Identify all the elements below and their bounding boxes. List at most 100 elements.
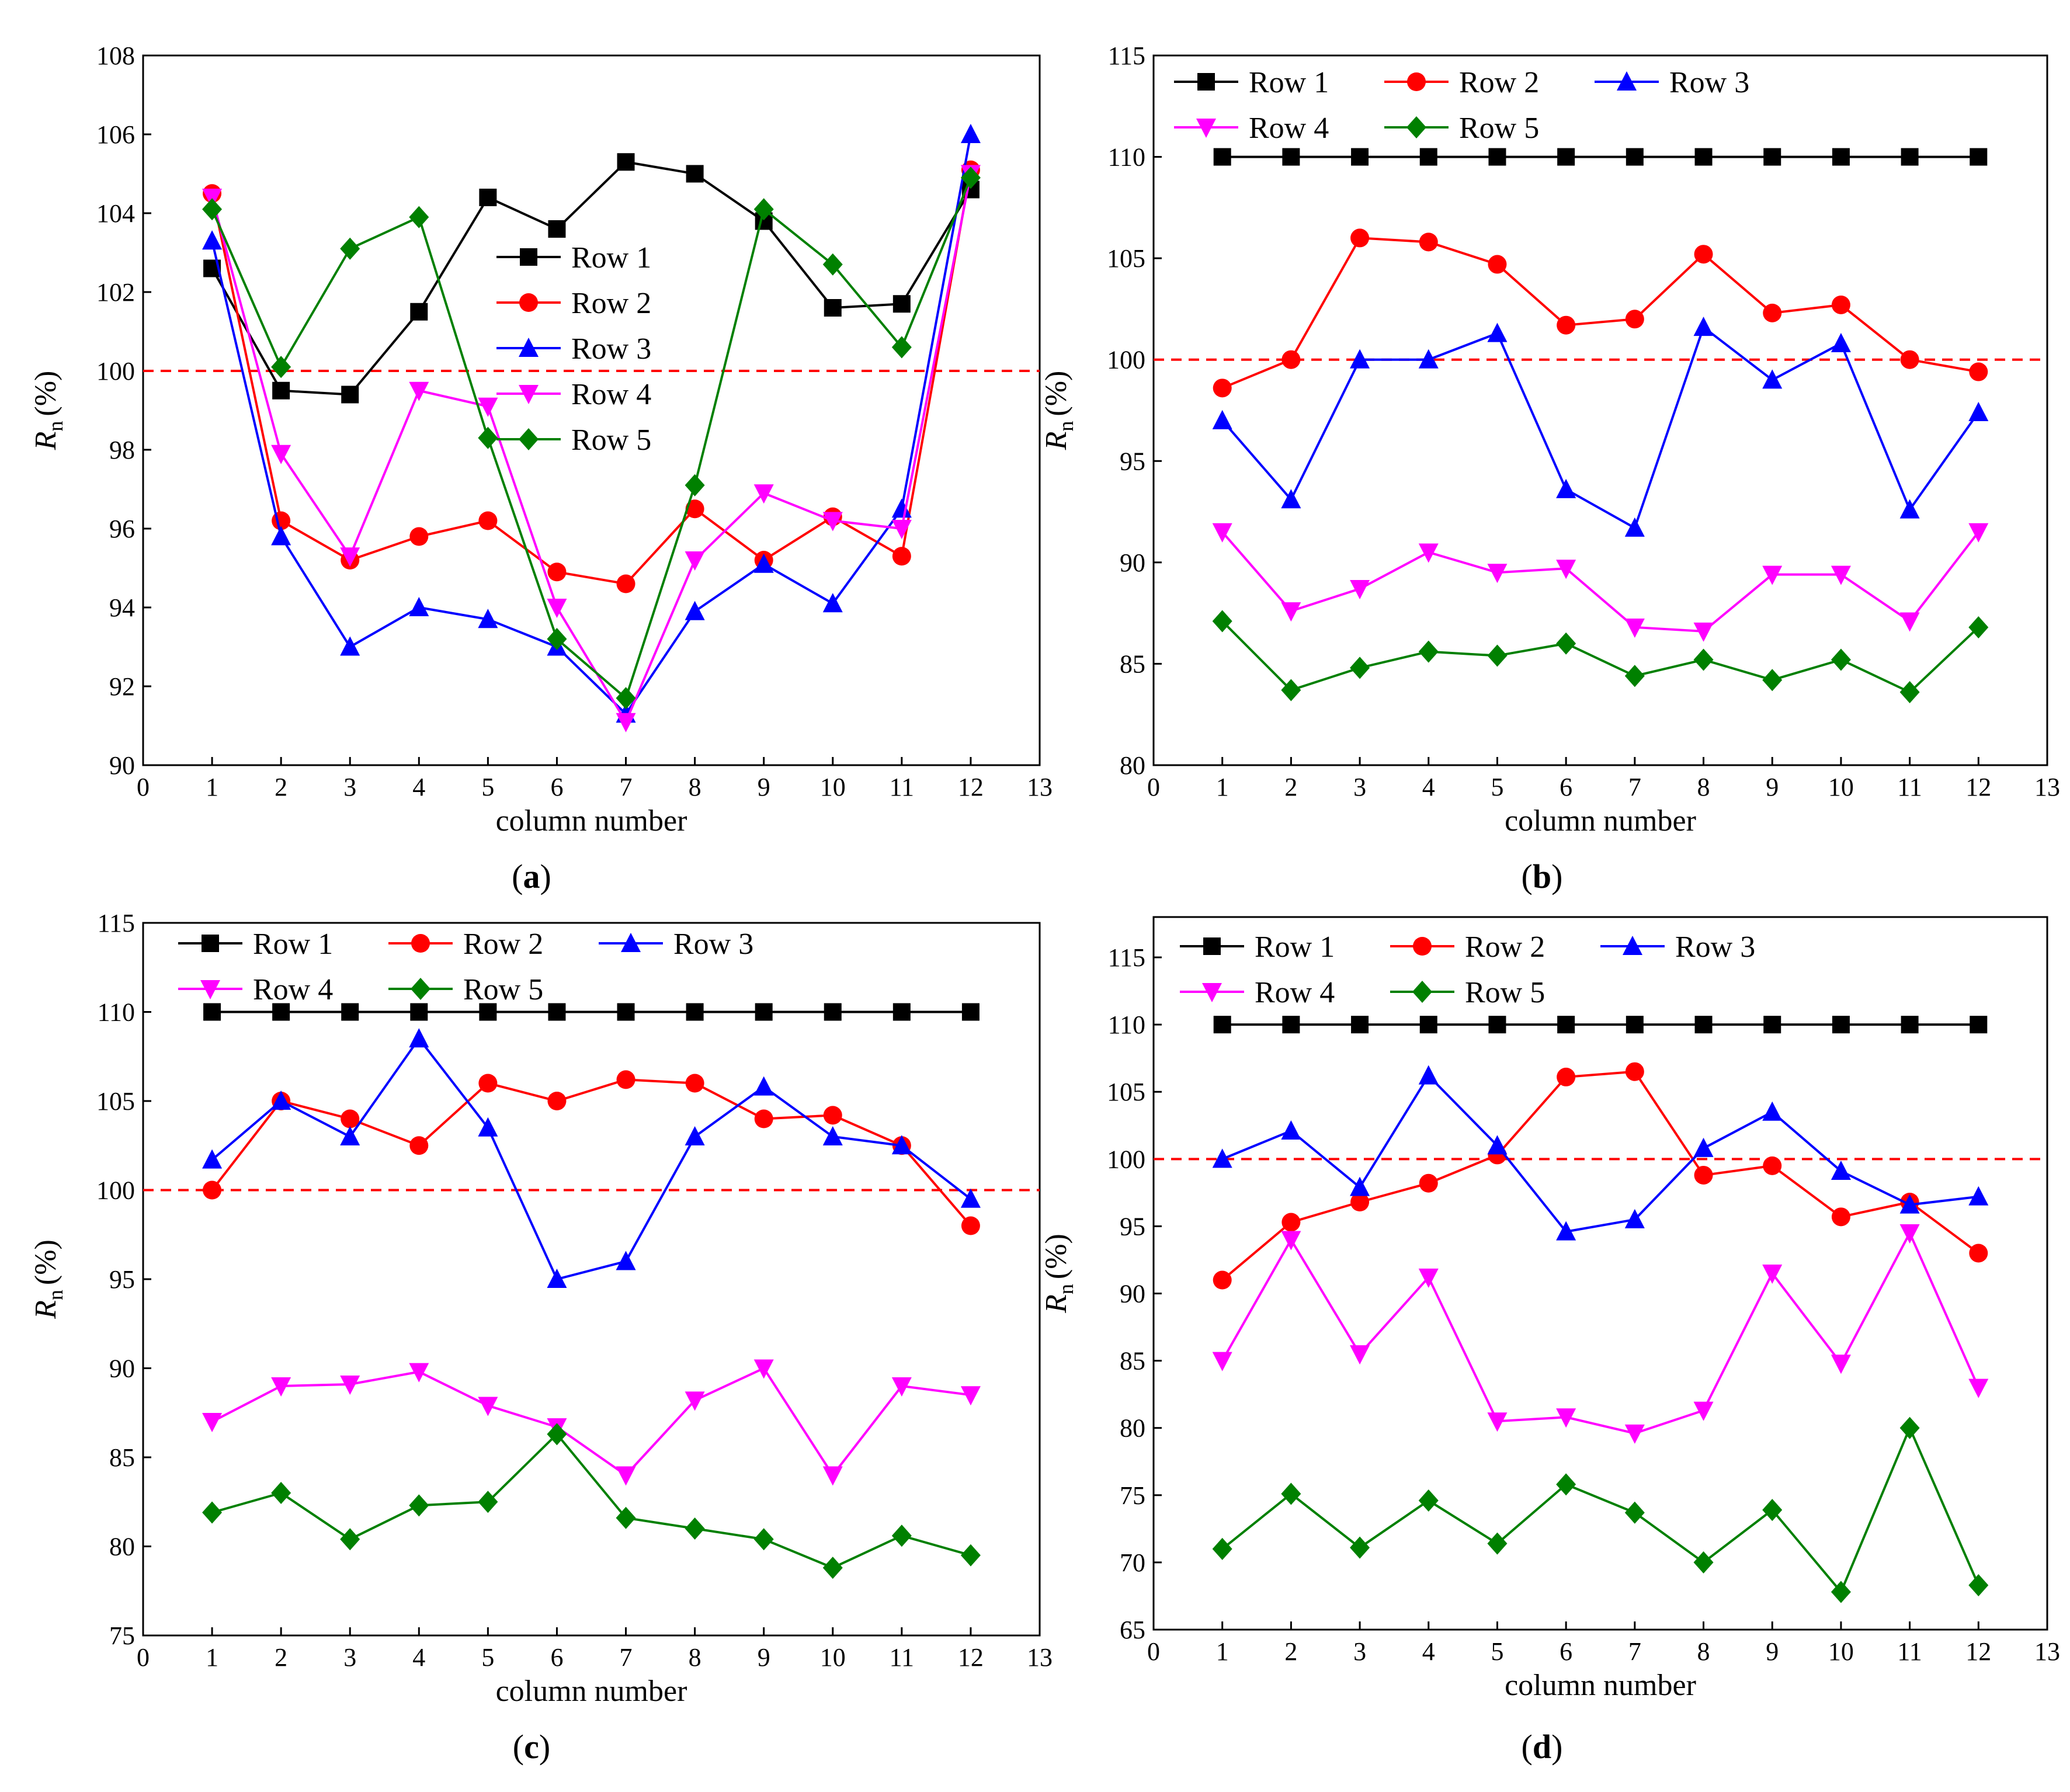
- x-tick-label: 2: [1284, 773, 1297, 801]
- data-point-row-1: [1763, 148, 1781, 166]
- data-point-row-5: [1762, 669, 1783, 692]
- data-point-row-1: [1351, 148, 1369, 166]
- panel-c: 0 1 2 3 4 5 6 7 8 9 10 11 12 137580859095100105110115…: [29, 909, 1053, 1766]
- data-point-row-1: [1419, 1016, 1437, 1034]
- data-point-row-1: [1213, 1016, 1231, 1034]
- data-point-row-2: [1350, 1193, 1370, 1211]
- data-point-row-5: [1281, 679, 1301, 701]
- x-tick-label: 7: [1628, 773, 1641, 801]
- x-axis-label: column number: [1505, 804, 1696, 838]
- data-point-row-5: [202, 198, 223, 221]
- y-tick-label: 94: [109, 593, 135, 622]
- legend-marker-row-4: [519, 385, 539, 404]
- y-tick-label: 100: [96, 1176, 135, 1205]
- series-line-row-2: [211, 1078, 972, 1227]
- y-axis-label-main: R: [29, 1300, 62, 1319]
- data-point-row-5: [1487, 644, 1508, 667]
- x-tick-label: 0: [1147, 1637, 1160, 1666]
- legend-label-row-3: Row 3: [673, 928, 753, 961]
- data-point-row-3: [891, 498, 912, 518]
- data-point-row-3: [1899, 1194, 1920, 1214]
- x-tick-label: 9: [758, 1643, 770, 1672]
- data-point-row-2: [478, 511, 498, 530]
- y-tick-label: 85: [109, 1443, 135, 1472]
- y-tick-label: 92: [109, 672, 135, 701]
- y-axis-label-sub: n: [1054, 421, 1078, 432]
- data-point-row-4: [891, 1377, 912, 1397]
- y-axis-label-unit: (%): [1040, 1234, 1073, 1279]
- legend-label-row-1: Row 1: [571, 241, 651, 275]
- data-point-row-3: [1418, 1065, 1439, 1085]
- data-point-row-5: [1899, 1416, 1920, 1439]
- y-tick-label: 98: [109, 436, 135, 464]
- data-point-row-2: [1900, 350, 1919, 369]
- data-point-row-1: [1970, 148, 1988, 166]
- data-point-row-4: [1899, 1224, 1920, 1244]
- x-axis-label: column number: [1505, 1669, 1696, 1702]
- x-tick-label: 9: [1766, 773, 1779, 801]
- data-point-row-3: [616, 1251, 636, 1270]
- data-point-row-1: [1419, 148, 1437, 166]
- data-point-row-4: [1831, 1355, 1851, 1374]
- x-tick-label: 7: [1628, 1637, 1641, 1666]
- legend-label-row-4: Row 4: [571, 378, 651, 411]
- x-tick-label: 11: [890, 773, 914, 801]
- x-tick-label: 2: [275, 1643, 287, 1672]
- data-point-row-5: [1968, 1574, 1989, 1597]
- data-point-row-2: [1213, 378, 1232, 398]
- legend-marker-row-2: [519, 293, 538, 312]
- y-tick-label: 115: [98, 909, 135, 937]
- data-point-row-1: [1488, 1016, 1506, 1034]
- data-point-row-4: [753, 484, 774, 504]
- y-axis-label-sub: n: [44, 1290, 67, 1300]
- x-tick-label: 6: [550, 773, 563, 801]
- data-point-row-5: [685, 474, 705, 496]
- series-line-row-3: [211, 134, 972, 716]
- data-point-row-4: [753, 1359, 774, 1379]
- series-line-row-2: [211, 169, 972, 585]
- legend-label-row-2: Row 2: [463, 928, 543, 961]
- y-tick-label: 95: [1120, 1212, 1145, 1241]
- data-point-row-3: [1831, 332, 1851, 352]
- x-tick-label: 9: [758, 773, 770, 801]
- y-tick-label: 115: [1108, 943, 1145, 972]
- data-point-row-1: [824, 1003, 842, 1021]
- legend-label-row-4: Row 4: [1255, 976, 1335, 1009]
- x-tick-label: 4: [1422, 1637, 1435, 1666]
- x-tick-label: 13: [2034, 773, 2060, 801]
- data-point-row-1: [479, 189, 497, 206]
- data-point-row-1: [1488, 148, 1506, 166]
- data-point-row-2: [1625, 1062, 1644, 1081]
- data-point-row-1: [755, 1003, 773, 1021]
- data-point-row-5: [1624, 1501, 1645, 1524]
- plot-frame: [142, 54, 1041, 766]
- data-point-row-3: [1693, 1137, 1714, 1157]
- y-tick-label: 90: [109, 751, 135, 780]
- series-line-row-3: [1221, 325, 1979, 530]
- data-point-row-2: [892, 547, 911, 566]
- legend-marker-row-4: [1202, 983, 1222, 1002]
- data-point-row-4: [1624, 618, 1645, 638]
- data-point-row-4: [478, 397, 498, 417]
- legend-label-row-2: Row 2: [1459, 66, 1539, 99]
- series-line-row-4: [1221, 1230, 1980, 1435]
- legend-label-row-1: Row 1: [1249, 66, 1329, 99]
- x-tick-label: 10: [820, 773, 846, 801]
- x-tick-label: 1: [206, 773, 218, 801]
- data-point-row-4: [1212, 1352, 1232, 1371]
- x-tick-label: 0: [137, 1643, 150, 1672]
- data-point-row-4: [891, 520, 912, 539]
- y-tick-label: 115: [1108, 41, 1145, 70]
- panel-caption-letter: d: [1533, 1728, 1551, 1766]
- data-point-row-3: [547, 1269, 567, 1288]
- x-tick-label: 9: [1766, 1637, 1779, 1666]
- data-point-row-5: [1693, 648, 1714, 671]
- x-tick-label: 3: [343, 1643, 356, 1672]
- data-point-row-2: [1763, 1156, 1782, 1175]
- data-point-row-4: [960, 1386, 981, 1406]
- data-point-row-5: [822, 253, 843, 276]
- panel-caption-letter: c: [524, 1728, 539, 1766]
- data-point-row-1: [1694, 1016, 1713, 1034]
- y-tick-label: 104: [96, 199, 135, 228]
- y-tick-label: 70: [1120, 1548, 1145, 1577]
